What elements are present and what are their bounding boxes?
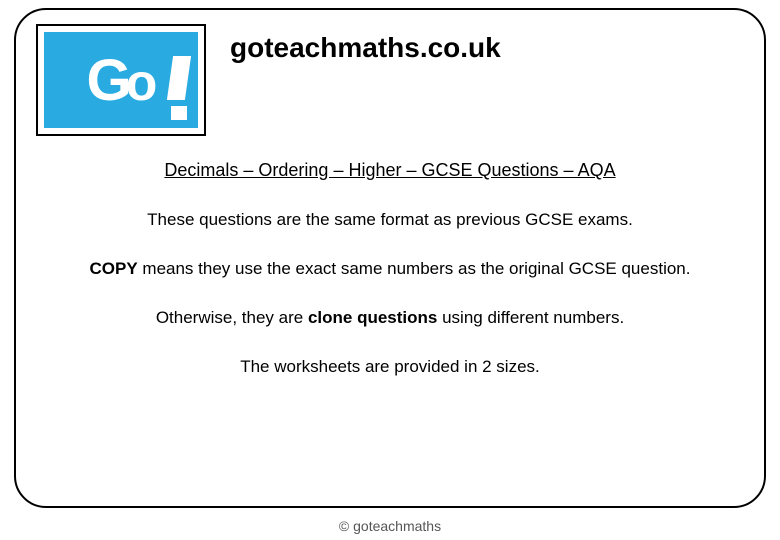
- paragraph-sizes: The worksheets are provided in 2 sizes.: [40, 356, 740, 379]
- paragraph-clone: Otherwise, they are clone questions usin…: [40, 307, 740, 330]
- content-area: Decimals – Ordering – Higher – GCSE Ques…: [16, 160, 764, 405]
- logo-letter-g: G: [87, 47, 130, 114]
- exclamation-bar: [167, 56, 191, 100]
- clone-suffix: using different numbers.: [437, 308, 624, 327]
- exclamation-dot: [171, 106, 187, 120]
- copy-keyword: COPY: [90, 259, 138, 278]
- worksheet-subtitle: Decimals – Ordering – Higher – GCSE Ques…: [40, 160, 740, 181]
- paragraph-format: These questions are the same format as p…: [40, 209, 740, 232]
- logo-letter-o: o: [126, 53, 156, 113]
- copy-rest: means they use the exact same numbers as…: [138, 259, 691, 278]
- logo-container: G o: [36, 24, 206, 136]
- clone-keyword: clone questions: [308, 308, 437, 327]
- slide-frame: G o goteachmaths.co.uk Decimals – Orderi…: [14, 8, 766, 508]
- logo-background: G o: [44, 32, 198, 128]
- footer-copyright: © goteachmaths: [0, 518, 780, 534]
- clone-prefix: Otherwise, they are: [156, 308, 308, 327]
- paragraph-copy: COPY means they use the exact same numbe…: [40, 258, 740, 281]
- logo-text: G o: [87, 47, 156, 114]
- site-title: goteachmaths.co.uk: [230, 32, 501, 64]
- logo-exclamation-icon: [168, 56, 192, 126]
